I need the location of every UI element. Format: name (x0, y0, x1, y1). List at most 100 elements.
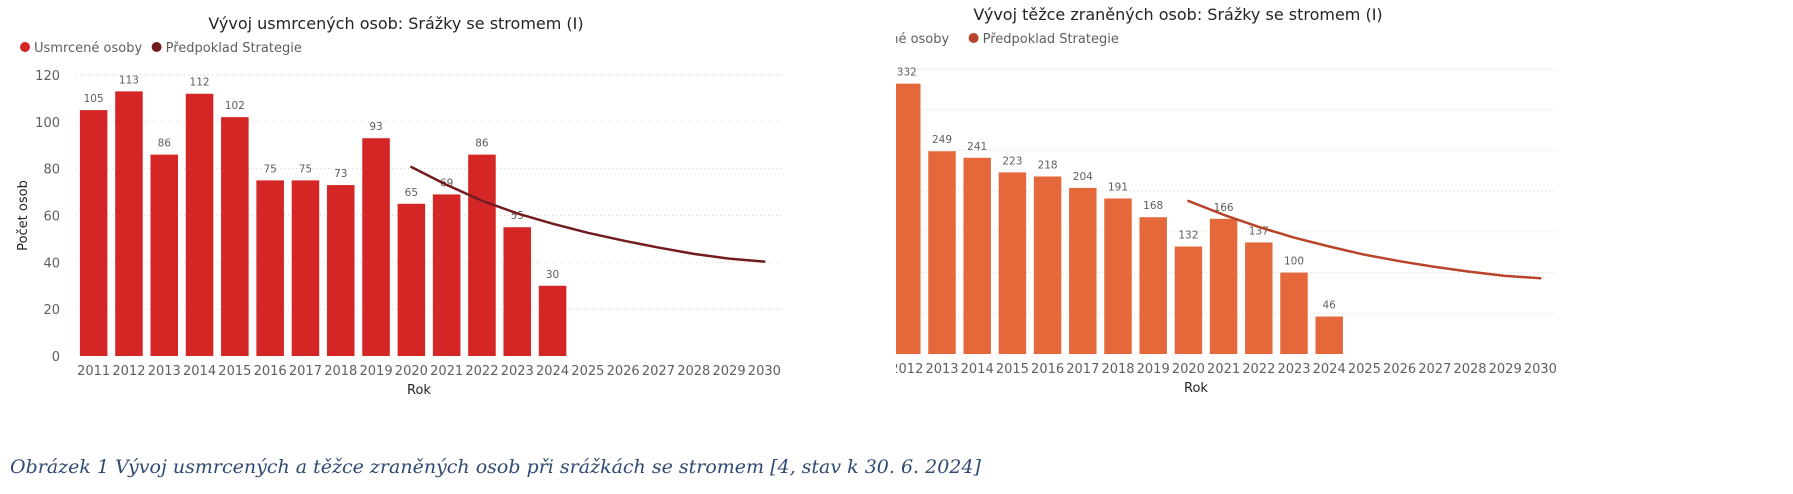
data-label: 100 (1284, 256, 1304, 268)
data-label: 204 (1073, 171, 1093, 183)
y-tick-label: 100 (35, 116, 60, 131)
x-tick-label: 2016 (1031, 362, 1064, 377)
x-tick-label: 2024 (536, 364, 569, 379)
bar (1104, 198, 1132, 354)
legend-label: Usmrcené osoby (34, 41, 142, 56)
data-label: 168 (1143, 200, 1163, 212)
data-label: 86 (158, 138, 172, 150)
x-tick-label: 2011 (77, 364, 110, 379)
y-tick-label: 80 (43, 163, 60, 178)
bar (1139, 217, 1167, 354)
data-label: 223 (1002, 155, 1022, 167)
y-tick-label: 60 (43, 210, 60, 225)
figure-caption: Obrázek 1 Vývoj usmrcených a těžce zraně… (10, 456, 981, 478)
bar (150, 154, 179, 356)
bar (185, 93, 214, 356)
x-tick-label: 2030 (748, 364, 781, 379)
bar (256, 180, 284, 356)
x-tick-label: 2022 (465, 364, 498, 379)
bar (503, 227, 532, 356)
x-tick-label: 2020 (1172, 362, 1205, 377)
x-axis-label: Rok (1184, 381, 1208, 396)
x-tick-label: 2028 (1453, 362, 1486, 377)
bar (1069, 187, 1097, 354)
x-tick-label: 2014 (961, 362, 994, 377)
x-tick-label: 2030 (1524, 362, 1557, 377)
fatalities-chart: Vývoj usmrcených osob: Srážky se stromem… (16, 14, 782, 398)
x-tick-label: 2025 (571, 364, 604, 379)
data-label: 30 (546, 269, 559, 281)
bar (896, 83, 921, 355)
data-label: 75 (299, 163, 312, 175)
x-tick-label: 2013 (925, 362, 958, 377)
legend-marker (968, 33, 979, 43)
bar (928, 151, 956, 354)
y-axis-label: Počet osob (16, 180, 31, 251)
x-tick-label: 2013 (148, 364, 181, 379)
bar (1174, 246, 1203, 354)
x-tick-label: 2025 (1348, 362, 1381, 377)
x-tick-label: 2012 (112, 364, 145, 379)
bar (998, 172, 1027, 354)
data-label: 241 (967, 141, 987, 153)
legend-marker (20, 42, 30, 52)
x-tick-label: 2017 (1066, 362, 1099, 377)
bar (291, 180, 320, 356)
data-label: 46 (1323, 300, 1337, 312)
data-label: 75 (263, 163, 276, 175)
legend-label: Předpoklad Strategie (983, 32, 1119, 47)
x-tick-label: 2016 (254, 364, 287, 379)
data-label: 249 (932, 134, 952, 146)
x-tick-label: 2015 (218, 364, 251, 379)
data-label: 112 (190, 77, 210, 89)
bar (1033, 176, 1062, 354)
x-tick-label: 2012 (896, 362, 923, 377)
data-label: 65 (405, 187, 418, 199)
x-tick-label: 2029 (713, 364, 746, 379)
x-tick-label: 2014 (183, 364, 216, 379)
bar (326, 185, 355, 356)
data-label: 73 (334, 168, 347, 180)
data-label: 191 (1108, 181, 1128, 193)
y-tick-label: 0 (52, 350, 60, 365)
x-tick-label: 2020 (395, 364, 428, 379)
x-tick-label: 2021 (1207, 362, 1240, 377)
y-tick-label: 20 (43, 303, 60, 318)
x-tick-label: 2017 (289, 364, 322, 379)
x-tick-label: 2026 (607, 364, 640, 379)
bar (538, 285, 567, 356)
x-axis-label: Rok (407, 383, 431, 398)
y-tick-label: 120 (35, 69, 60, 84)
bar (1209, 218, 1238, 354)
bar (1245, 242, 1273, 354)
bar (79, 110, 108, 356)
bar (468, 154, 496, 356)
x-tick-label: 2022 (1242, 362, 1275, 377)
bar (115, 91, 143, 357)
x-tick-label: 2023 (1277, 362, 1310, 377)
data-label: 132 (1178, 230, 1198, 242)
y-tick-label: 40 (43, 256, 60, 271)
chart-title: Vývoj usmrcených osob: Srážky se stromem… (208, 14, 583, 33)
chart-panel-fatalities: Vývoj usmrcených osob: Srážky se stromem… (0, 0, 890, 455)
chart-title: Vývoj těžce zraněných osob: Srážky se st… (973, 5, 1382, 24)
data-label: 166 (1214, 202, 1234, 214)
bar (1280, 272, 1308, 354)
data-label: 218 (1038, 159, 1058, 171)
bar (362, 138, 390, 356)
x-tick-label: 2024 (1313, 362, 1346, 377)
data-label: 113 (119, 74, 139, 86)
x-tick-label: 2021 (430, 364, 463, 379)
bar (397, 203, 426, 356)
x-tick-label: 2023 (501, 364, 534, 379)
legend-label: Předpoklad Strategie (166, 41, 302, 56)
data-label: 332 (897, 67, 917, 79)
x-tick-label: 2018 (324, 364, 357, 379)
x-tick-label: 2027 (1418, 362, 1451, 377)
data-label: 105 (84, 93, 104, 105)
x-tick-label: 2029 (1489, 362, 1522, 377)
x-tick-label: 2026 (1383, 362, 1416, 377)
x-tick-label: 2028 (677, 364, 710, 379)
data-label: 93 (369, 121, 382, 133)
data-label: 86 (475, 138, 489, 150)
